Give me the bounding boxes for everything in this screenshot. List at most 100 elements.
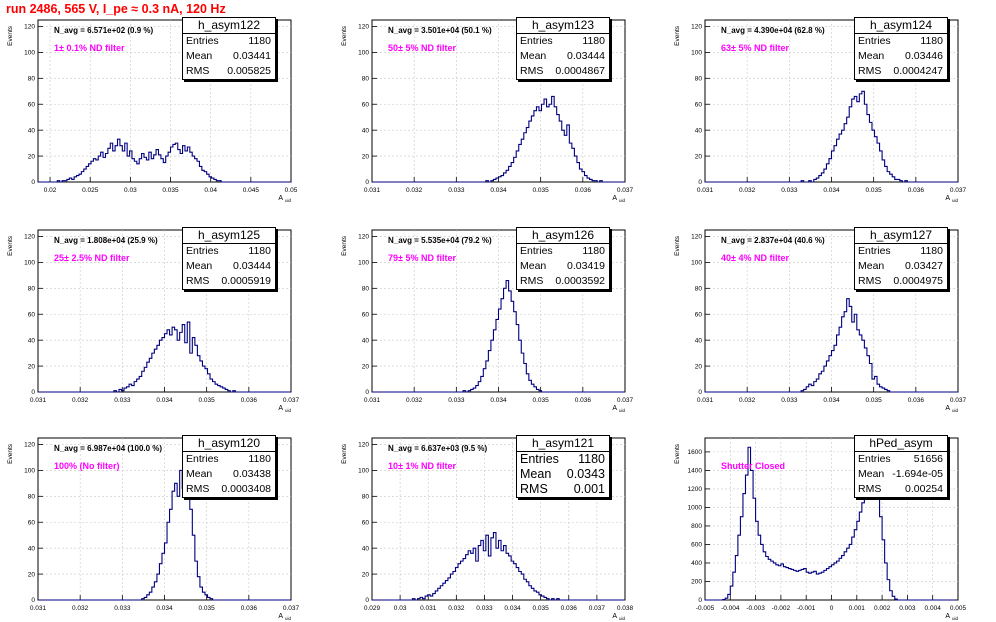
- x-tick-label: 0.033: [476, 605, 493, 612]
- stats-row-mean: Mean 0.03446: [855, 49, 947, 64]
- x-tick-label: -0.004: [721, 605, 740, 612]
- x-axis-title-subscript: uid: [952, 198, 959, 203]
- histogram-line: [372, 279, 625, 393]
- x-tick-label: 0.035: [866, 397, 883, 404]
- histogram-title: N_avg = 5.535e+04 (79.2 %): [388, 236, 492, 245]
- x-axis-title: A: [945, 613, 950, 620]
- y-tick-label: 20: [695, 153, 703, 160]
- y-axis-title: Events: [7, 235, 14, 256]
- x-tick-label: 0.001: [849, 605, 866, 612]
- y-tick-label: 1400: [688, 468, 703, 475]
- y-axis-title: Events: [674, 235, 681, 256]
- y-tick-label: 60: [28, 311, 36, 318]
- page-title: run 2486, 565 V, I_pe ≈ 0.3 nA, 120 Hz: [6, 2, 226, 16]
- stats-key: RMS: [520, 482, 548, 496]
- histogram-panel-hPed_asym: -0.005 -0.004 -0.003 -0.002 -0.001 0 0.001 0.00…: [674, 437, 967, 621]
- stats-row-mean: Mean 0.03441: [183, 49, 275, 64]
- x-axis-title: A: [612, 195, 617, 202]
- stats-key: Entries: [186, 245, 219, 257]
- stats-row-entries: Entries 1180: [517, 244, 609, 259]
- x-tick-label: 0.031: [420, 605, 437, 612]
- y-tick-label: 120: [24, 442, 35, 449]
- stats-row-mean: Mean 0.03444: [517, 49, 609, 64]
- y-tick-label: 200: [691, 579, 702, 586]
- stats-key: RMS: [186, 65, 210, 77]
- x-tick-label: 0.036: [561, 605, 578, 612]
- x-tick-label: 0.031: [364, 187, 381, 194]
- y-tick-label: 80: [362, 286, 370, 293]
- stats-row-entries: Entries 1180: [517, 34, 609, 49]
- x-tick-label: 0.031: [697, 187, 714, 194]
- stats-key: Mean: [186, 468, 213, 480]
- x-tick-label: 0.036: [575, 397, 592, 404]
- x-tick-label: 0.031: [30, 605, 47, 612]
- stats-row-entries: Entries 1180: [517, 452, 609, 467]
- stats-box-h_asym125: h_asym125 Entries 1180 Mean 0.03444 RMS 0.0005…: [182, 227, 276, 290]
- y-tick-label: 20: [362, 571, 370, 578]
- x-tick-label: 0.033: [114, 397, 131, 404]
- y-tick-label: 100: [24, 50, 35, 57]
- y-tick-label: 120: [358, 234, 369, 241]
- x-tick-label: 0.034: [823, 397, 840, 404]
- y-tick-label: 120: [691, 24, 702, 31]
- histogram-line: [38, 321, 291, 393]
- plot-frame: [371, 437, 626, 601]
- x-axis-title: A: [612, 405, 617, 412]
- y-tick-label: 20: [28, 571, 36, 578]
- y-tick-label: 20: [695, 363, 703, 370]
- x-tick-label: 0.004: [925, 605, 942, 612]
- stats-value: -1.694e-05: [892, 468, 943, 480]
- x-tick-label: 0.035: [533, 397, 550, 404]
- y-tick-label: 100: [24, 260, 35, 267]
- y-tick-label: 600: [691, 542, 702, 549]
- stats-key: RMS: [520, 65, 544, 77]
- histogram-line: [705, 90, 958, 183]
- y-tick-label: 40: [695, 127, 703, 134]
- x-tick-label: 0.035: [866, 187, 883, 194]
- stats-value: 0.0004247: [893, 65, 943, 77]
- filter-annotation: 100% (No filter): [54, 461, 120, 471]
- y-tick-label: 0: [365, 597, 369, 604]
- stats-row-rms: RMS 0.0003408: [183, 482, 275, 497]
- x-tick-label: 0.025: [82, 187, 99, 194]
- y-axis-title: Events: [341, 25, 348, 46]
- stats-value: 0.03419: [567, 260, 605, 272]
- x-axis-title: A: [612, 613, 617, 620]
- x-tick-label: 0.034: [490, 187, 507, 194]
- stats-row-entries: Entries 1180: [855, 244, 947, 259]
- stats-row-entries: Entries 1180: [183, 452, 275, 467]
- x-axis-title-subscript: uid: [619, 408, 626, 413]
- y-tick-label: 80: [28, 494, 36, 501]
- histogram-line: [38, 138, 291, 183]
- stats-key: Mean: [186, 260, 213, 272]
- x-tick-label: 0.033: [448, 397, 465, 404]
- stats-box-title: hPed_asym: [855, 436, 947, 452]
- x-tick-label: 0.035: [533, 605, 550, 612]
- stats-key: Mean: [186, 50, 213, 62]
- y-tick-label: 120: [24, 24, 35, 31]
- x-axis-title-subscript: uid: [285, 198, 292, 203]
- y-tick-label: 0: [698, 389, 702, 396]
- x-axis-title-subscript: uid: [619, 616, 626, 621]
- stats-row-rms: RMS 0.0004867: [517, 64, 609, 79]
- stats-row-mean: Mean 0.03438: [183, 467, 275, 482]
- histogram-panel-h_asym126: 0.031 0.032 0.033 0.034 0.035 0.036 0.037 0 20 40…: [341, 229, 634, 413]
- filter-annotation: 50± 5% ND filter: [388, 43, 456, 53]
- y-tick-label: 0: [31, 597, 35, 604]
- x-tick-label: 0.034: [156, 605, 173, 612]
- stats-box-h_asym126: h_asym126 Entries 1180 Mean 0.03419 RMS 0.0003…: [516, 227, 610, 290]
- x-axis-title-subscript: uid: [952, 616, 959, 621]
- stats-value: 0.005825: [227, 65, 271, 77]
- stats-box-title: h_asym121: [517, 436, 609, 452]
- x-tick-label: 0.03: [394, 605, 407, 612]
- y-tick-label: 40: [362, 545, 370, 552]
- y-tick-label: 80: [695, 286, 703, 293]
- x-tick-label: 0.03: [124, 187, 137, 194]
- stats-box-title: h_asym124: [855, 18, 947, 34]
- stats-row-rms: RMS 0.00254: [855, 482, 947, 497]
- x-tick-label: 0.031: [697, 397, 714, 404]
- stats-key: Mean: [520, 467, 552, 481]
- x-tick-label: 0.033: [781, 397, 798, 404]
- x-tick-label: 0.04: [204, 187, 217, 194]
